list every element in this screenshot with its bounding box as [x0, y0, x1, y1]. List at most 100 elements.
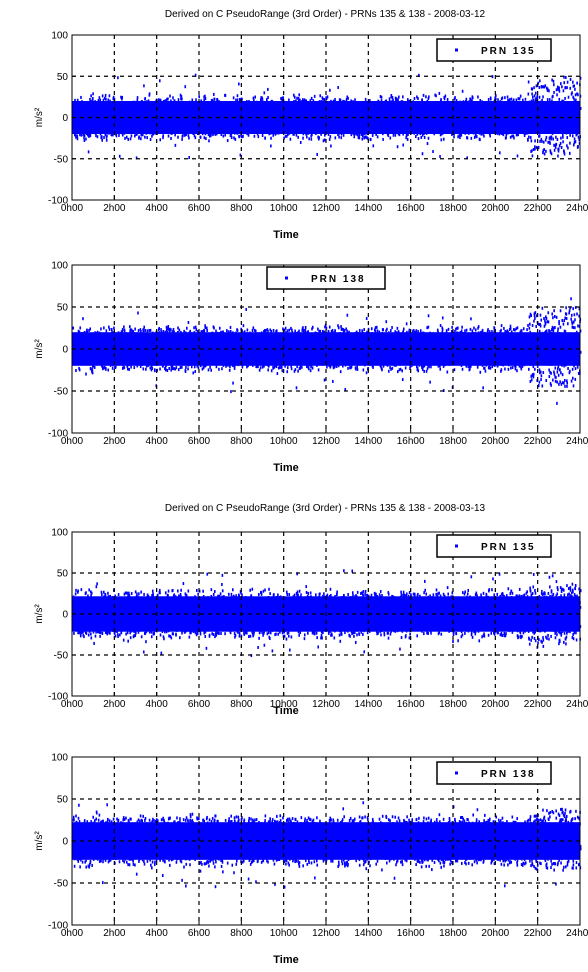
data-point [273, 365, 276, 369]
data-point [215, 365, 218, 369]
data-point [558, 97, 561, 101]
data-point [263, 329, 266, 333]
data-point [412, 328, 415, 332]
data-point [420, 135, 423, 139]
data-point [173, 367, 176, 371]
data-point [531, 154, 534, 158]
data-point [151, 134, 153, 138]
x-tick-label: 0h00 [61, 203, 84, 214]
data-point [192, 371, 195, 375]
data-point [254, 95, 256, 99]
data-point [390, 367, 392, 371]
data-point [412, 329, 414, 333]
data-point [293, 95, 296, 99]
data-point [439, 367, 442, 371]
data-point [568, 151, 571, 155]
data-point [306, 365, 308, 369]
data-point [266, 328, 269, 332]
data-point [483, 134, 485, 138]
data-point [246, 365, 248, 369]
data-point [103, 326, 105, 330]
data-point [397, 98, 399, 102]
data-point [214, 132, 217, 136]
data-point [385, 99, 388, 103]
data-point [552, 94, 554, 98]
data-point [74, 98, 76, 102]
data-point [546, 87, 549, 91]
data-point [95, 134, 97, 138]
data-point [318, 136, 320, 140]
data-point [500, 324, 503, 328]
data-point [162, 136, 164, 140]
data-point [282, 96, 284, 100]
data-point [438, 91, 441, 95]
data-point [405, 136, 407, 140]
data-point [539, 139, 541, 143]
data-point [188, 136, 190, 140]
data-point [311, 327, 313, 331]
data-point [76, 137, 79, 141]
data-point [89, 367, 92, 371]
data-point [165, 368, 167, 372]
data-point [535, 97, 537, 101]
data-point [556, 93, 558, 97]
data-point [169, 327, 171, 331]
data-point [320, 132, 322, 136]
data-point [135, 156, 138, 160]
data-point [455, 99, 458, 103]
data-point [516, 154, 519, 158]
data-point [338, 98, 341, 102]
data-point [76, 98, 79, 102]
data-point [169, 94, 171, 98]
data-point [516, 326, 519, 330]
data-point [104, 133, 107, 137]
data-point [328, 137, 331, 141]
data-point [324, 325, 326, 329]
data-point [203, 136, 206, 140]
data-point [465, 328, 468, 332]
data-point [548, 89, 550, 93]
data-point [304, 325, 307, 329]
data-point [120, 95, 122, 99]
data-point [174, 133, 176, 137]
data-point [423, 135, 426, 139]
data-point [258, 368, 261, 372]
y-tick-label: 0 [62, 113, 68, 124]
data-point [306, 135, 308, 139]
data-point [500, 328, 502, 332]
data-point [439, 324, 442, 328]
data-point [79, 133, 81, 137]
legend-label: PRN 135 [481, 46, 536, 57]
data-point [450, 330, 453, 334]
data-point [334, 97, 336, 101]
data-point [394, 330, 396, 334]
data-point [296, 365, 298, 369]
data-point [504, 330, 506, 334]
data-point [205, 137, 207, 141]
data-point [500, 369, 502, 373]
data-point [164, 330, 167, 334]
data-point [171, 367, 174, 371]
data-point [406, 137, 409, 141]
data-point [243, 330, 246, 334]
data-point [512, 98, 515, 102]
data-point [173, 99, 176, 103]
data-point [553, 148, 556, 152]
data-point [372, 365, 374, 369]
data-point [286, 329, 289, 333]
data-point [519, 94, 522, 98]
data-point [398, 95, 400, 99]
data-point [207, 133, 210, 137]
data-point [569, 77, 572, 81]
data-point [538, 95, 541, 99]
data-point [360, 133, 363, 137]
data-point [238, 97, 241, 101]
data-point [504, 367, 506, 371]
data-point [425, 369, 428, 373]
data-point [469, 98, 472, 102]
data-point [427, 97, 430, 101]
data-point [247, 133, 250, 137]
data-point [441, 330, 444, 334]
data-point [88, 328, 90, 332]
data-point [528, 367, 530, 371]
